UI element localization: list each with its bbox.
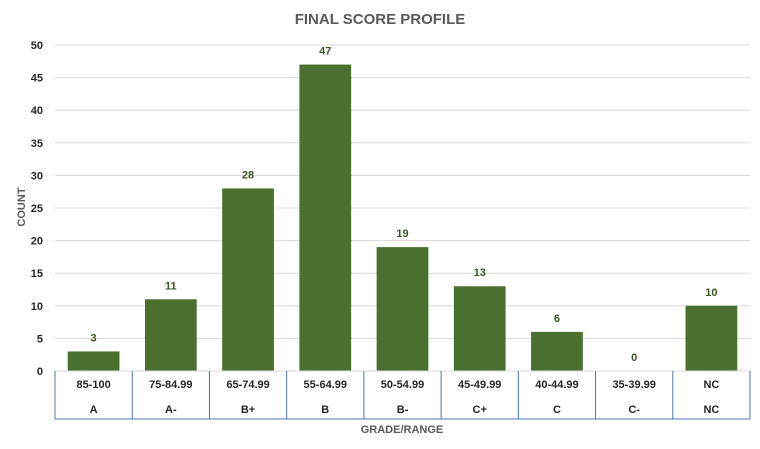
chart-title: FINAL SCORE PROFILE: [295, 11, 466, 28]
x-axis-title: GRADE/RANGE: [361, 424, 444, 436]
category-range-label: 85-100: [76, 379, 110, 391]
bar: [299, 64, 352, 371]
bar: [376, 247, 429, 371]
category-grade-label: C-: [628, 404, 640, 416]
category-range-label: NC: [703, 379, 719, 391]
category-range-label: 40-44.99: [535, 379, 578, 391]
bar: [144, 299, 197, 371]
category-range-label: 65-74.99: [226, 379, 269, 391]
bar: [685, 305, 738, 371]
category-range-label: 75-84.99: [149, 379, 192, 391]
category-range-label: 55-64.99: [304, 379, 347, 391]
data-labels: 3 11 28 47 19 13 6 0 10: [91, 46, 718, 364]
y-tick-label: 50: [31, 40, 43, 52]
category-grade-label: C: [553, 404, 561, 416]
y-tick-label: 25: [31, 203, 43, 215]
bars: [67, 64, 738, 371]
bar: [453, 286, 506, 371]
data-label: 6: [554, 313, 560, 325]
y-axis-ticks: 0 5 10 15 20 25 30 35 40 45 50: [31, 40, 43, 378]
data-label: 47: [319, 46, 331, 58]
data-label: 28: [242, 169, 254, 181]
category-grade-label: B-: [397, 404, 409, 416]
category-grade-label: C+: [473, 404, 487, 416]
category-range-label: 35-39.99: [612, 379, 655, 391]
category-grade-label: NC: [703, 404, 719, 416]
category-grade-label: A-: [165, 404, 177, 416]
data-label: 19: [396, 228, 408, 240]
y-tick-label: 5: [37, 333, 43, 345]
y-tick-label: 35: [31, 138, 43, 150]
category-grade-label: B+: [241, 404, 255, 416]
category-grade-label: A: [90, 404, 98, 416]
y-tick-label: 15: [31, 268, 43, 280]
y-tick-label: 10: [31, 301, 43, 313]
data-label: 0: [631, 352, 637, 364]
category-table: 85-100 A 75-84.99 A- 65-74.99 B+ 55-64.99 B 50-5…: [54, 370, 751, 420]
data-label: 10: [705, 287, 717, 299]
category-grade-label: B: [321, 404, 329, 416]
y-axis-title: COUNT: [16, 187, 28, 226]
y-tick-label: 45: [31, 73, 43, 85]
y-tick-label: 40: [31, 105, 43, 117]
y-tick-label: 0: [37, 366, 43, 378]
data-label: 13: [474, 267, 486, 279]
y-tick-label: 30: [31, 170, 43, 182]
bar: [531, 331, 583, 371]
y-tick-label: 20: [31, 236, 43, 248]
bar: [222, 188, 274, 371]
bar: [67, 351, 120, 371]
category-range-label: 50-54.99: [381, 379, 424, 391]
category-range-label: 45-49.99: [458, 379, 501, 391]
data-label: 11: [165, 280, 177, 292]
data-label: 3: [91, 332, 97, 344]
